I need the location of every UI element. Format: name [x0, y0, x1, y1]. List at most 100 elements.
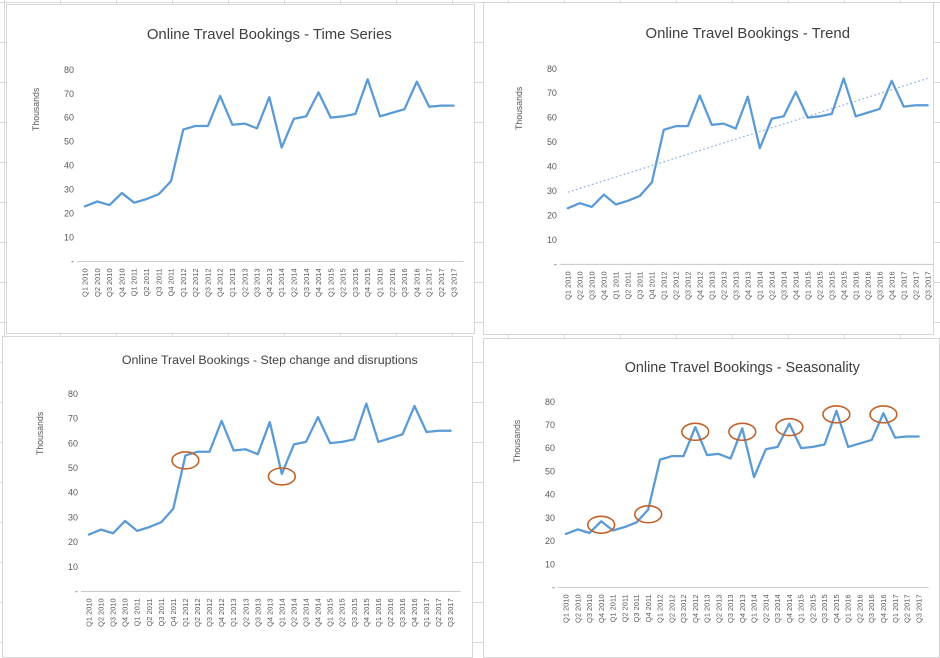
x-tick-label: Q4 2012 [216, 268, 225, 297]
x-tick-label: Q1 2015 [326, 598, 335, 627]
y-tick-label: - [75, 587, 78, 597]
x-tick-label: Q1 2016 [851, 271, 860, 300]
step-change-chart: Online Travel Bookings - Step change and… [35, 353, 461, 627]
y-tick-label: 80 [547, 64, 557, 74]
x-tick-label: Q4 2016 [887, 271, 896, 300]
y-tick-label: 30 [64, 185, 74, 195]
x-tick-label: Q2 2013 [240, 268, 249, 297]
bookings-series-line [564, 409, 920, 536]
x-tick-label: Q4 2012 [691, 594, 700, 623]
x-tick-label: Q2 2016 [388, 268, 397, 297]
x-tick-label: Q2 2013 [714, 594, 723, 623]
x-tick-label: Q1 2010 [561, 594, 570, 623]
x-tick-label: Q3 2011 [632, 594, 641, 622]
chart-title: Online Travel Bookings - Trend [646, 26, 850, 42]
chart-panel-trend[interactable]: Online Travel Bookings - Trend Thousands 8… [483, 2, 934, 335]
y-tick-label: 50 [68, 463, 78, 473]
bookings-series-line [87, 402, 452, 536]
x-tick-label: Q1 2013 [229, 598, 238, 627]
y-tick-label: - [71, 257, 74, 267]
annotation-ellipse [681, 422, 710, 442]
x-tick-label: Q3 2014 [302, 268, 311, 297]
x-tick-label: Q1 2014 [277, 598, 286, 627]
y-tick-label: 10 [545, 559, 555, 569]
x-tick-label: Q1 2017 [891, 594, 900, 623]
y-axis-unit-label: Thousands [512, 419, 522, 463]
x-tick-label: Q4 2011 [647, 271, 656, 299]
x-tick-label: Q2 2017 [434, 598, 443, 627]
x-tick-label: Q3 2017 [449, 268, 458, 297]
x-tick-label: Q3 2014 [302, 598, 311, 627]
x-tick-label: Q3 2016 [398, 598, 407, 627]
x-tick-label: Q3 2012 [683, 271, 692, 300]
x-tick-label: Q1 2014 [750, 594, 759, 623]
y-tick-label: 50 [547, 137, 557, 147]
annotation-ellipse [869, 405, 898, 424]
annotation-ellipse [634, 505, 663, 524]
y-tick-label: 60 [64, 113, 74, 123]
x-tick-label: Q1 2012 [659, 271, 668, 300]
y-tick-label: 40 [545, 490, 555, 500]
x-tick-label: Q1 2013 [703, 594, 712, 623]
annotation-ellipse [586, 515, 616, 534]
x-tick-label: Q2 2017 [903, 594, 912, 623]
x-tick-label: Q1 2011 [609, 594, 618, 622]
x-tick-label: Q1 2016 [376, 268, 385, 297]
x-tick-label: Q4 2013 [265, 598, 274, 627]
x-tick-label: Q1 2010 [563, 271, 572, 300]
x-tick-label: Q1 2015 [803, 271, 812, 300]
chart-title: Online Travel Bookings - Time Series [147, 27, 392, 43]
x-tick-label: Q3 2016 [875, 271, 884, 300]
x-tick-label: Q3 2011 [154, 268, 163, 296]
chart-panel-step-change-disruptions[interactable]: Online Travel Bookings - Step change and… [2, 336, 473, 658]
x-tick-label: Q4 2012 [695, 271, 704, 300]
chart-panel-seasonality[interactable]: Online Travel Bookings - Seasonality Thou… [483, 338, 940, 658]
x-tick-label: Q4 2011 [644, 594, 653, 622]
y-tick-label: 30 [547, 186, 557, 196]
x-tick-label: Q3 2016 [400, 268, 409, 297]
chart-title: Online Travel Bookings - Seasonality [625, 360, 861, 376]
y-tick-label: 70 [68, 414, 78, 424]
x-tick-label: Q2 2011 [623, 271, 632, 299]
x-tick-label: Q3 2014 [773, 594, 782, 623]
x-tick-label: Q3 2017 [923, 271, 932, 300]
y-tick-label: 10 [68, 562, 78, 572]
x-tick-label: Q3 2015 [350, 598, 359, 627]
y-tick-label: 60 [68, 438, 78, 448]
x-tick-label: Q3 2012 [205, 598, 214, 627]
x-tick-label: Q4 2013 [738, 594, 747, 623]
y-tick-label: 80 [545, 397, 555, 407]
x-tick-label: Q4 2013 [743, 271, 752, 300]
x-tick-label: Q2 2017 [437, 268, 446, 297]
x-tick-label: Q1 2011 [130, 268, 139, 296]
y-tick-label: 20 [547, 211, 557, 221]
x-tick-label: Q3 2013 [253, 268, 262, 297]
x-tick-label: Q2 2014 [761, 594, 770, 623]
x-tick-label: Q3 2010 [587, 271, 596, 300]
x-tick-label: Q3 2012 [679, 594, 688, 623]
annotation-ellipse [728, 422, 757, 442]
x-tick-label: Q3 2013 [726, 594, 735, 623]
y-tick-label: 30 [68, 512, 78, 522]
x-tick-label: Q3 2016 [867, 594, 876, 623]
x-tick-label: Q2 2013 [241, 598, 250, 627]
x-tick-label: Q4 2015 [832, 594, 841, 623]
chart-panel-time-series[interactable]: Online Travel Bookings - Time Series Thou… [6, 4, 475, 334]
x-tick-label: Q4 2012 [217, 598, 226, 627]
x-tick-label: Q4 2014 [314, 268, 323, 297]
x-tick-label: Q4 2010 [117, 268, 126, 297]
x-tick-label: Q4 2011 [169, 598, 178, 626]
y-tick-label: 10 [64, 233, 74, 243]
x-tick-label: Q4 2013 [265, 268, 274, 297]
x-tick-label: Q3 2014 [779, 271, 788, 300]
x-tick-label: Q1 2017 [425, 268, 434, 297]
x-tick-label: Q4 2015 [363, 268, 372, 297]
x-tick-label: Q3 2017 [914, 594, 923, 623]
x-tick-label: Q1 2014 [755, 271, 764, 300]
x-tick-label: Q3 2017 [446, 598, 455, 627]
annotation-ellipse [775, 417, 804, 437]
x-tick-label: Q2 2011 [620, 594, 629, 622]
annotation-ellipse [171, 451, 200, 470]
x-tick-label: Q2 2016 [863, 271, 872, 300]
x-tick-label: Q2 2015 [815, 271, 824, 300]
